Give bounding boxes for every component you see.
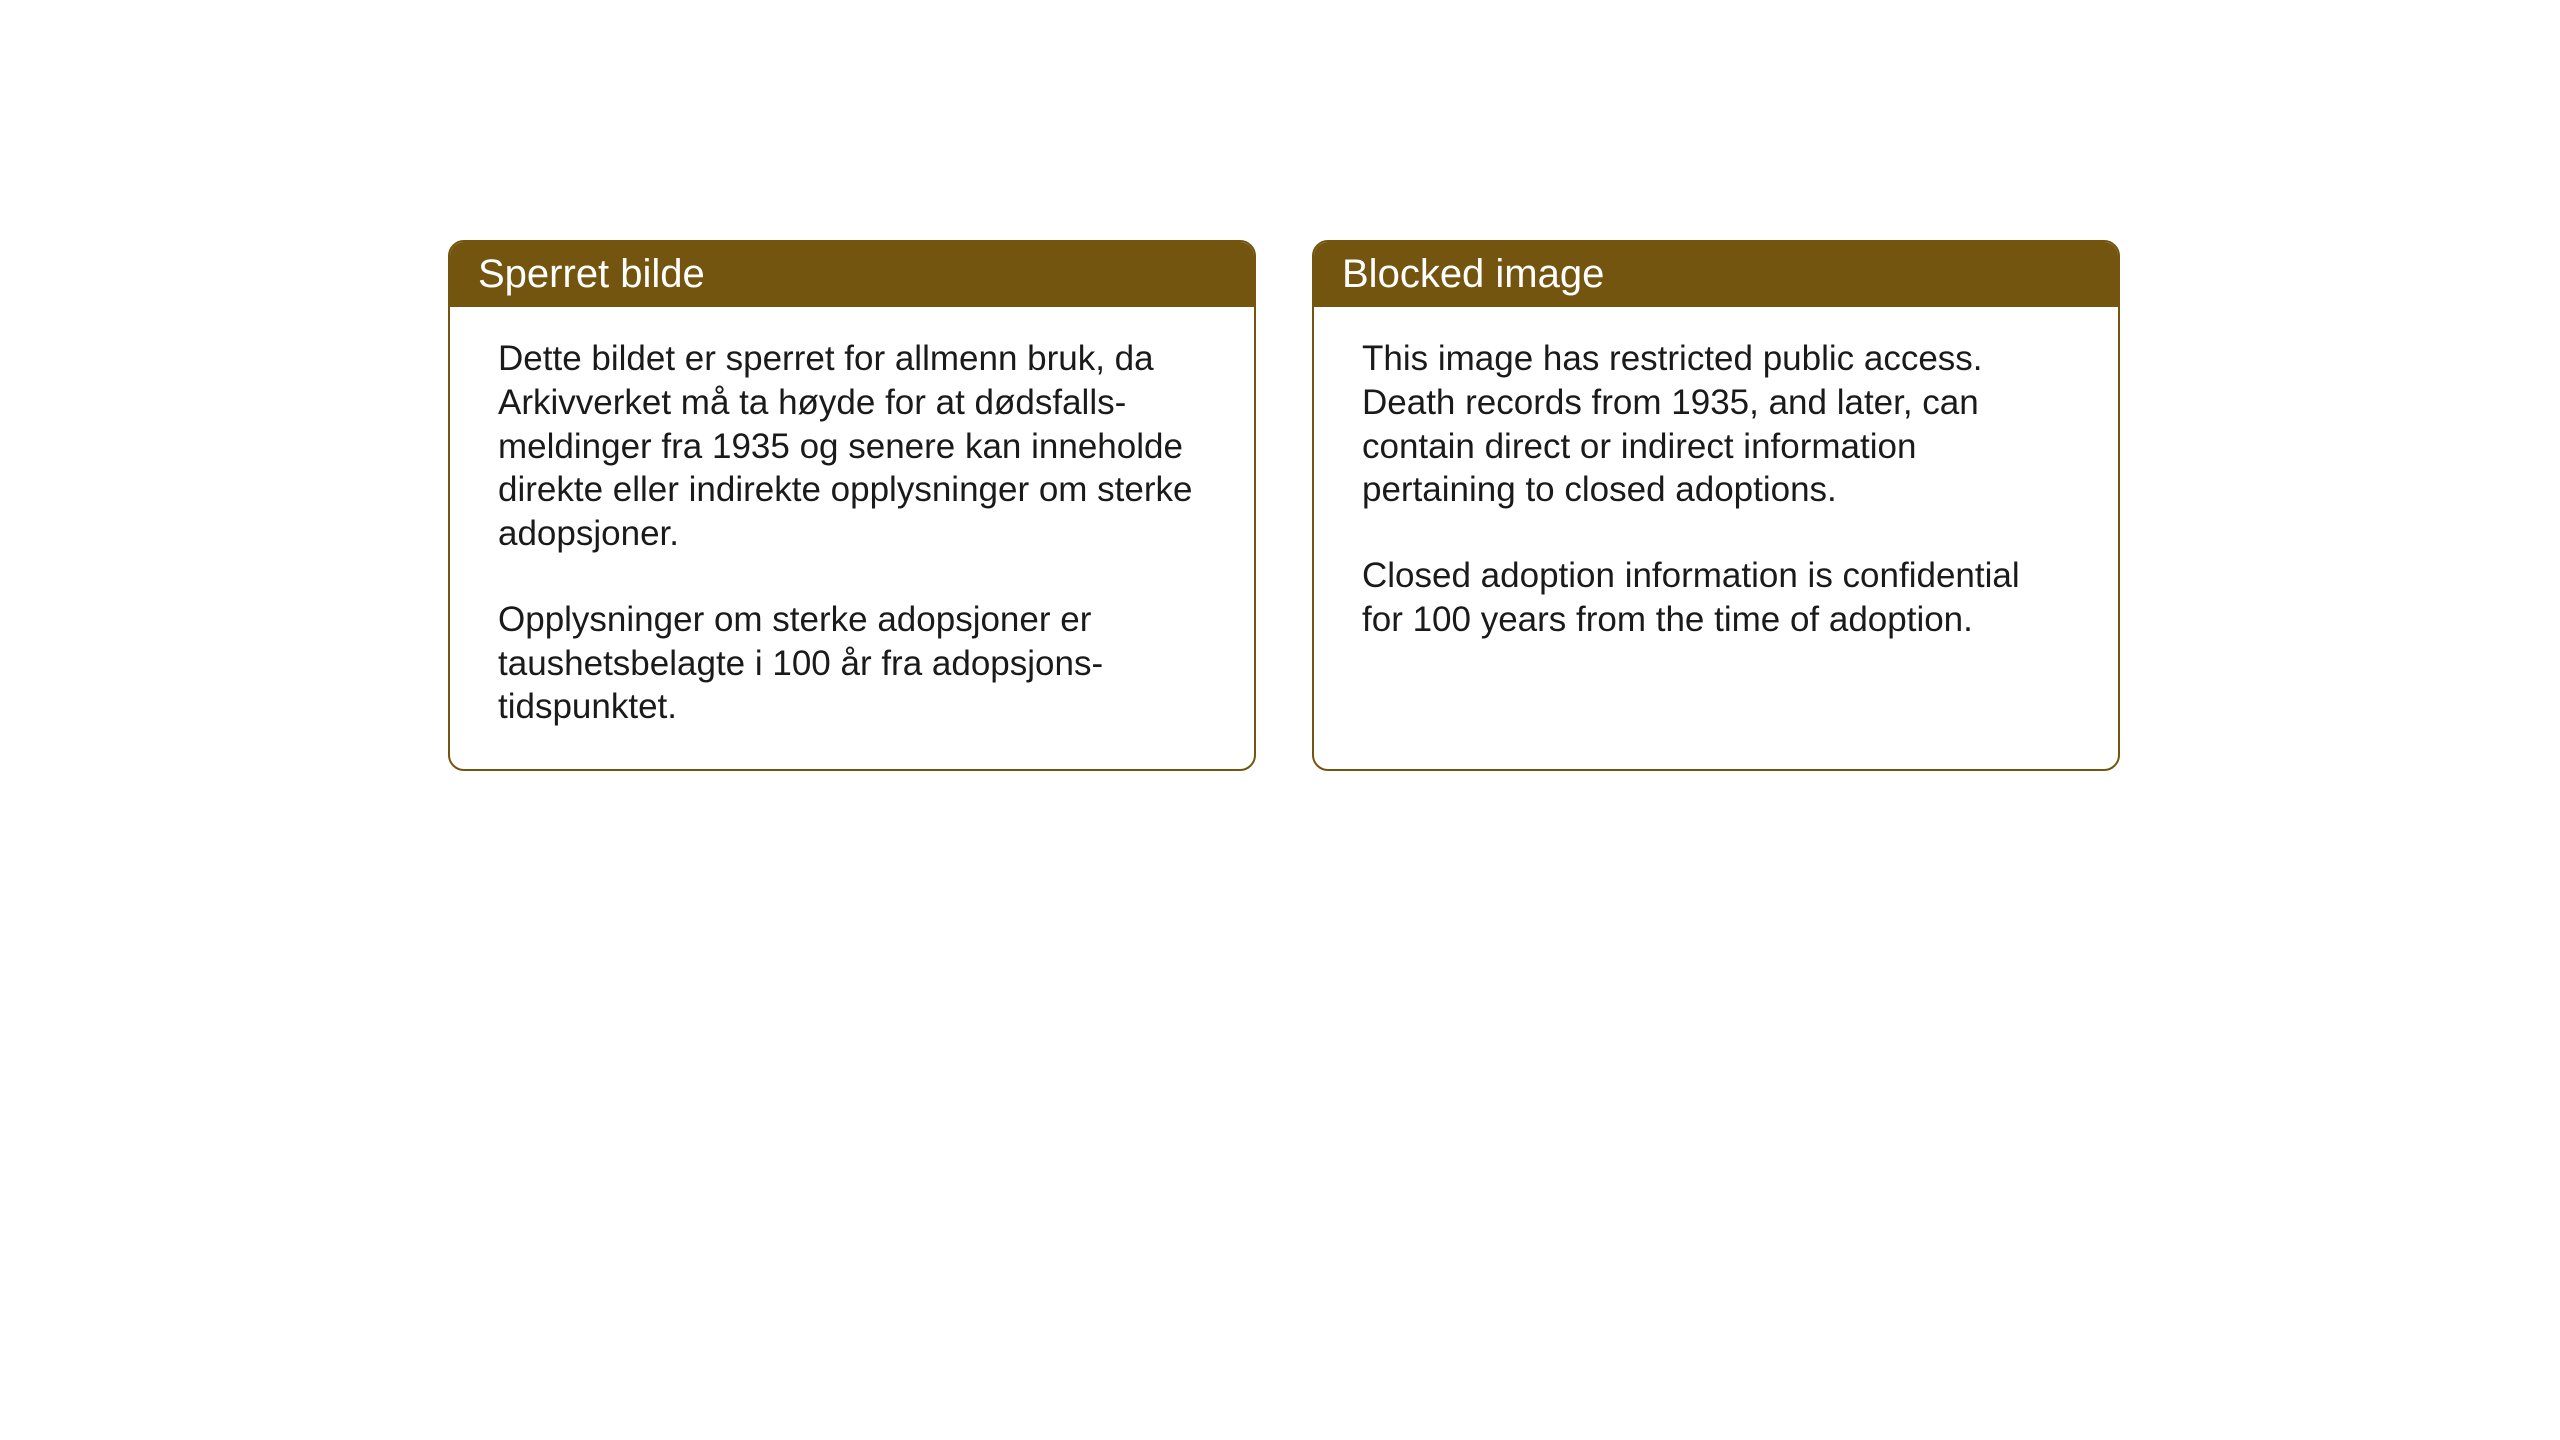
english-card-header: Blocked image: [1314, 242, 2118, 307]
cards-container: Sperret bilde Dette bildet er sperret fo…: [448, 240, 2120, 771]
english-paragraph-2: Closed adoption information is confident…: [1362, 554, 2070, 642]
norwegian-card-body: Dette bildet er sperret for allmenn bruk…: [450, 307, 1254, 769]
english-paragraph-1: This image has restricted public access.…: [1362, 337, 2070, 512]
norwegian-card: Sperret bilde Dette bildet er sperret fo…: [448, 240, 1256, 771]
norwegian-card-header: Sperret bilde: [450, 242, 1254, 307]
norwegian-paragraph-1: Dette bildet er sperret for allmenn bruk…: [498, 337, 1206, 556]
english-card-body: This image has restricted public access.…: [1314, 307, 2118, 759]
english-card-title: Blocked image: [1342, 252, 1604, 296]
norwegian-card-title: Sperret bilde: [478, 252, 705, 296]
english-card: Blocked image This image has restricted …: [1312, 240, 2120, 771]
norwegian-paragraph-2: Opplysninger om sterke adopsjoner er tau…: [498, 598, 1206, 729]
